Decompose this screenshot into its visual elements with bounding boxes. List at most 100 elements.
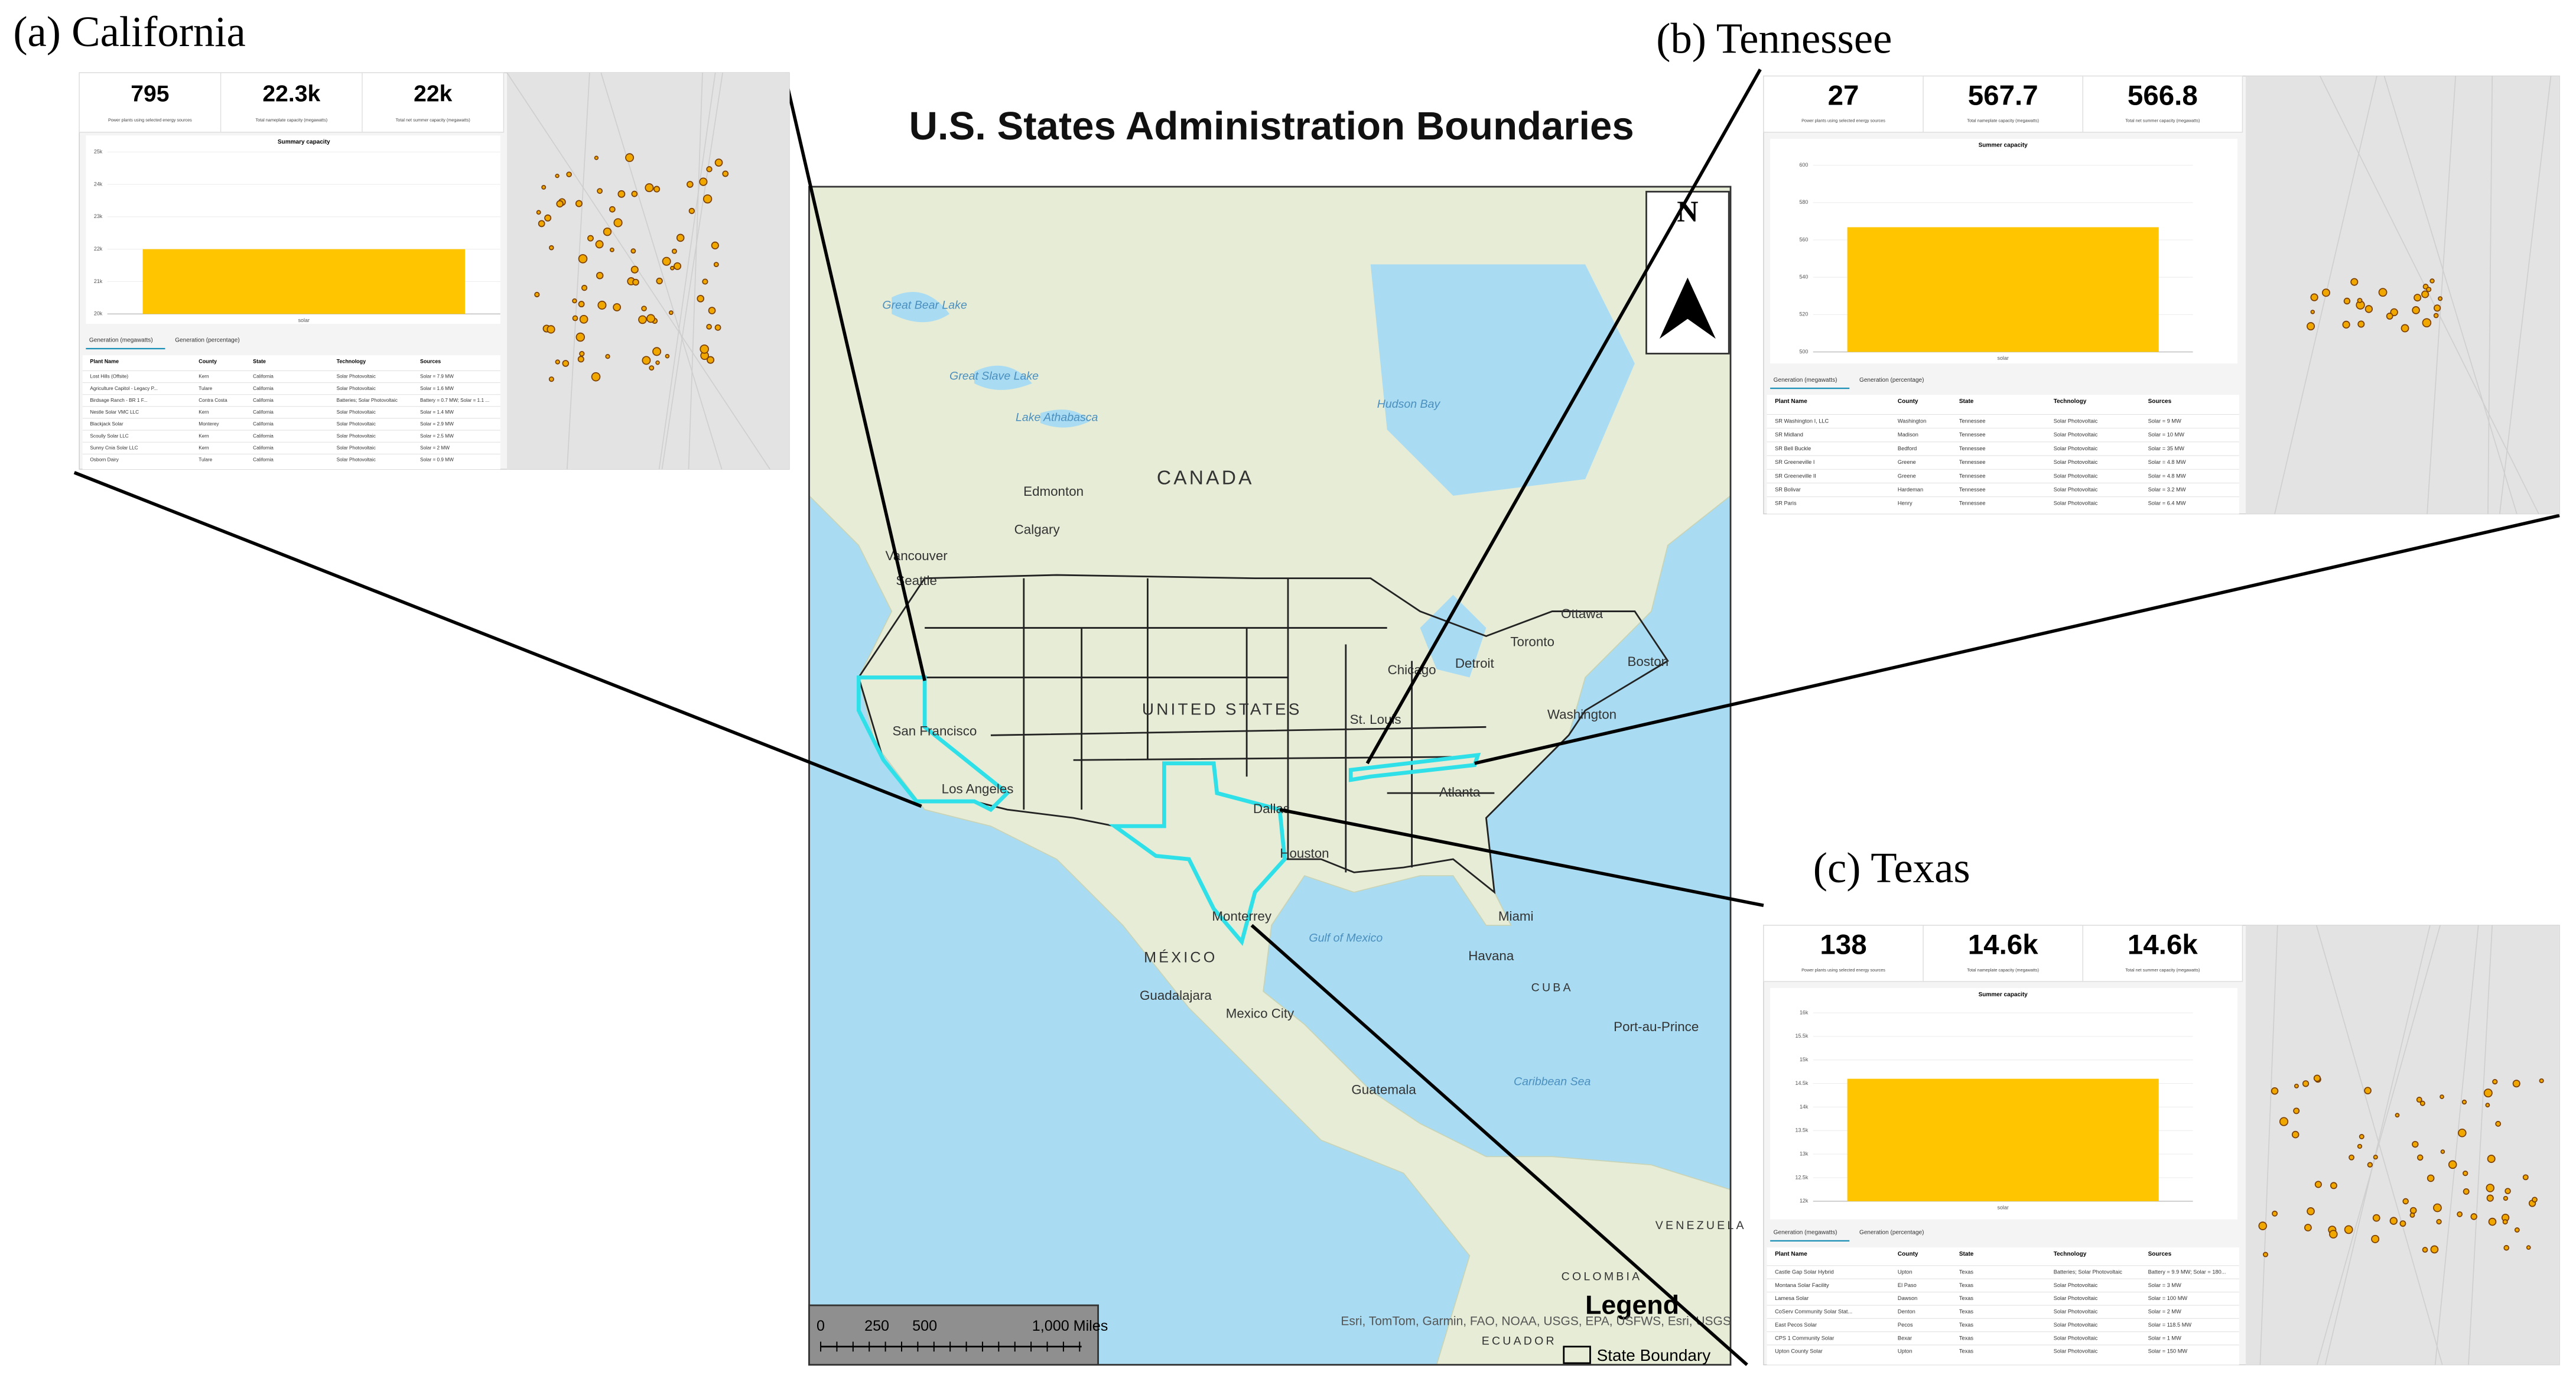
table-header: State [253, 359, 266, 365]
plant-dot [2457, 1211, 2463, 1217]
table-cell: Kern [199, 374, 209, 379]
plant-dot [572, 298, 577, 304]
tab[interactable]: Generation (megawatts) [1774, 377, 1837, 384]
plant-dot [2488, 1217, 2497, 1226]
thumbnail-border [566, 72, 590, 470]
place-label: Chicago [1388, 662, 1436, 677]
place-label: Gulf of Mexico [1309, 931, 1383, 944]
plant-dot [578, 254, 588, 264]
place-label: Miami [1498, 909, 1534, 924]
tab[interactable]: Generation (megawatts) [89, 337, 153, 344]
map-title: U.S. States Administration Boundaries [909, 104, 1634, 148]
table-cell: Solar Photovoltaic [2054, 432, 2098, 438]
table-cell: Solar Photovoltaic [337, 457, 376, 463]
table-cell: California [253, 398, 274, 403]
table-cell: Hardeman [1898, 486, 1923, 492]
y-tick-label: 560 [1799, 236, 1808, 242]
chart-title: Summer capacity [1979, 992, 2028, 998]
plant-dot [548, 376, 554, 382]
thumbnail-border [2427, 76, 2457, 514]
plant-dot [711, 241, 719, 249]
dashboard-panel: (c) Texas 138 Power plants using selected … [1763, 844, 2560, 1366]
table-bg [1767, 1247, 2239, 1365]
table-header: Sources [420, 359, 441, 365]
plant-dot [2310, 293, 2318, 301]
place-label: Washington [1547, 707, 1616, 722]
place-label: CANADA [1157, 467, 1254, 489]
table-cell: Solar = 2 MW [2148, 1309, 2182, 1315]
place-label: Caribbean Sea [1514, 1075, 1591, 1088]
plant-dot [674, 262, 682, 270]
plant-dot [575, 200, 583, 207]
table-cell: Solar Photovoltaic [2054, 1335, 2098, 1341]
kpi-label: Total net summer capacity (megawatts) [396, 117, 470, 122]
table-cell: Texas [1959, 1282, 1974, 1288]
table-cell: Contra Costa [199, 398, 227, 403]
table-cell: Agriculture Capitol - Legacy P... [90, 386, 157, 391]
place-label: Great Slave Lake [949, 370, 1039, 383]
table-cell: Solar = 6.4 MW [2148, 500, 2186, 506]
plant-dot [2294, 1083, 2299, 1088]
thumbnail-map [507, 73, 789, 470]
plant-dot [671, 248, 677, 254]
kpi-label: Total nameplate capacity (megawatts) [255, 117, 327, 122]
place-label: Calgary [1014, 522, 1061, 537]
plant-dot [653, 186, 661, 193]
table-cell: Solar = 4.8 MW [2148, 459, 2186, 465]
table-cell: Battery = 0.7 MW; Solar = 1.1 ... [420, 398, 489, 403]
table-cell: Texas [1959, 1309, 1974, 1315]
plant-dot [2395, 1113, 2400, 1118]
tab[interactable]: Generation (megawatts) [1774, 1230, 1837, 1236]
table-cell: Texas [1959, 1348, 1974, 1354]
plant-dot [2429, 278, 2435, 284]
plant-dot [2378, 288, 2388, 297]
tab[interactable]: Generation (percentage) [1859, 1230, 1924, 1236]
y-tick-label: 25k [94, 149, 103, 155]
place-label: VENEZUELA [1655, 1219, 1746, 1232]
plant-dot [702, 278, 708, 285]
table-cell: SR Bolivar [1775, 486, 1801, 492]
table-cell: California [253, 421, 274, 427]
y-tick-label: 15k [1800, 1057, 1809, 1062]
table-cell: Pecos [1898, 1322, 1913, 1328]
plant-dot [577, 356, 584, 363]
connector [1250, 924, 1748, 1366]
plant-dot [632, 278, 639, 286]
table-cell: Lost Hills (Offsite) [90, 374, 128, 379]
place-label: Lake Athabasca [1016, 411, 1098, 424]
plant-dot [581, 285, 588, 291]
table-cell: Solar = 2.9 MW [420, 421, 454, 427]
plant-dot [707, 356, 715, 364]
scale-label: 1,000 Miles [1032, 1318, 1108, 1334]
plant-dot [2302, 1080, 2310, 1087]
tab[interactable]: Generation (percentage) [175, 337, 239, 344]
plant-dot [2386, 313, 2393, 320]
plant-dot [2402, 1198, 2409, 1205]
plant-dot [2422, 1247, 2428, 1253]
plant-dot [2399, 1220, 2406, 1227]
place-label: Great Bear Lake [882, 298, 967, 311]
table-cell: California [253, 445, 274, 450]
plant-dot [572, 315, 578, 321]
connector [782, 72, 926, 681]
plant-dot [2486, 1184, 2494, 1192]
plant-dot [579, 350, 585, 357]
table-header: Technology [2054, 398, 2087, 405]
plant-dot [713, 262, 719, 268]
y-tick-label: 13k [1800, 1150, 1809, 1156]
table-cell: Tennessee [1959, 446, 1986, 451]
tab[interactable]: Generation (percentage) [1859, 377, 1924, 384]
attribution: Esri, TomTom, Garmin, FAO, NOAA, USGS, E… [1341, 1314, 1731, 1328]
place-label: Havana [1468, 948, 1514, 963]
kpi-label: Total nameplate capacity (megawatts) [1967, 118, 2039, 124]
table-cell: Upton [1898, 1269, 1913, 1275]
thumbnail-border [661, 72, 723, 470]
plant-dot [591, 372, 601, 382]
table-cell: Bedford [1898, 446, 1917, 451]
kpi-value: 14.6k [2128, 930, 2198, 961]
table-cell: Washington [1898, 418, 1927, 424]
plant-dot [562, 360, 570, 367]
kpi-value: 795 [131, 82, 169, 107]
plant-dot [579, 314, 588, 324]
plant-dot [2371, 1234, 2380, 1243]
